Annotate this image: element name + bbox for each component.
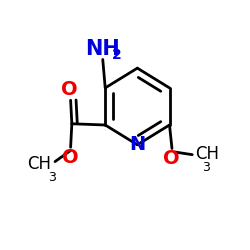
Text: 3: 3 <box>202 161 209 174</box>
Text: N: N <box>129 135 146 154</box>
Text: 3: 3 <box>48 172 56 184</box>
Text: O: O <box>62 148 79 168</box>
Text: CH: CH <box>195 145 219 163</box>
Text: CH: CH <box>27 155 51 173</box>
Text: O: O <box>163 150 180 169</box>
Text: NH: NH <box>86 39 120 59</box>
Text: O: O <box>61 80 78 99</box>
Text: 2: 2 <box>112 48 122 62</box>
